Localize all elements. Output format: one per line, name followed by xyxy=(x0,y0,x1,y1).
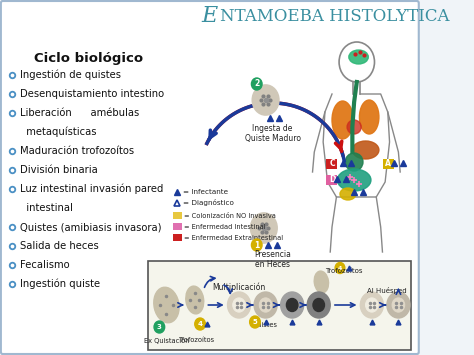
Text: Luz intestinal invasión pared: Luz intestinal invasión pared xyxy=(20,184,164,194)
Circle shape xyxy=(254,292,277,318)
Text: = Diagnóstico: = Diagnóstico xyxy=(183,200,234,207)
Text: E: E xyxy=(202,5,218,27)
Text: = Colonización NO Invasiva: = Colonización NO Invasiva xyxy=(184,213,276,219)
Text: Ingestión de quistes: Ingestión de quistes xyxy=(20,70,121,80)
FancyBboxPatch shape xyxy=(148,261,411,350)
Circle shape xyxy=(251,213,277,243)
Text: Presencia
en Heces: Presencia en Heces xyxy=(254,250,291,269)
Text: 3: 3 xyxy=(157,324,162,330)
Text: NTAMOEBA HISTOLYTICA: NTAMOEBA HISTOLYTICA xyxy=(219,8,449,25)
FancyBboxPatch shape xyxy=(173,223,182,230)
Text: intestinal: intestinal xyxy=(20,203,73,213)
Text: D: D xyxy=(329,175,335,184)
FancyBboxPatch shape xyxy=(383,158,393,169)
Text: = Enfermedad Intestinal: = Enfermedad Intestinal xyxy=(184,224,266,230)
Text: = Enfermedad Extraintestinal: = Enfermedad Extraintestinal xyxy=(184,235,283,241)
Text: metaquísticas: metaquísticas xyxy=(20,127,97,137)
Text: 5: 5 xyxy=(253,319,257,325)
Text: Al Huésped: Al Huésped xyxy=(367,287,407,294)
FancyBboxPatch shape xyxy=(173,212,182,219)
Circle shape xyxy=(335,262,345,273)
Text: Maduración trofozoítos: Maduración trofozoítos xyxy=(20,146,135,156)
Circle shape xyxy=(233,298,246,312)
Text: Ciclo biológico: Ciclo biológico xyxy=(34,52,143,65)
Ellipse shape xyxy=(154,287,179,323)
Text: Quistes (amibiasis invasora): Quistes (amibiasis invasora) xyxy=(20,222,162,232)
Circle shape xyxy=(251,78,262,90)
Text: 1: 1 xyxy=(254,240,259,250)
Ellipse shape xyxy=(332,101,353,139)
Text: Multiplicación: Multiplicación xyxy=(212,283,265,293)
Circle shape xyxy=(387,292,410,318)
Text: Quistes: Quistes xyxy=(253,322,278,328)
Ellipse shape xyxy=(337,169,371,191)
Text: 2: 2 xyxy=(254,80,259,88)
Text: 4: 4 xyxy=(338,266,342,271)
Circle shape xyxy=(313,299,325,311)
Circle shape xyxy=(195,318,205,330)
Circle shape xyxy=(307,292,330,318)
Text: Trofozoítos: Trofozoítos xyxy=(179,337,215,343)
Circle shape xyxy=(228,292,251,318)
Ellipse shape xyxy=(352,141,379,159)
FancyBboxPatch shape xyxy=(326,158,337,169)
Text: C: C xyxy=(329,158,335,168)
Circle shape xyxy=(251,239,262,251)
Text: = Infectante: = Infectante xyxy=(183,189,228,195)
Text: Fecalismo: Fecalismo xyxy=(20,260,70,270)
Ellipse shape xyxy=(349,50,368,64)
Circle shape xyxy=(250,316,260,328)
Circle shape xyxy=(259,298,272,312)
Circle shape xyxy=(365,298,378,312)
Text: Ingesta de
Quiste Maduro: Ingesta de Quiste Maduro xyxy=(245,124,301,143)
Circle shape xyxy=(360,292,383,318)
Circle shape xyxy=(252,85,279,115)
Text: Desenquistamiento intestino: Desenquistamiento intestino xyxy=(20,89,164,99)
Text: Ingestión quiste: Ingestión quiste xyxy=(20,279,100,289)
Text: Liberación      amébulas: Liberación amébulas xyxy=(20,108,140,118)
Ellipse shape xyxy=(345,153,363,171)
Ellipse shape xyxy=(359,100,379,134)
Ellipse shape xyxy=(314,271,328,293)
Ellipse shape xyxy=(340,188,356,200)
Text: Trofozoítos: Trofozoítos xyxy=(325,268,362,274)
Text: División binaria: División binaria xyxy=(20,165,98,175)
FancyBboxPatch shape xyxy=(173,234,182,241)
Ellipse shape xyxy=(186,286,204,314)
Text: Salida de heces: Salida de heces xyxy=(20,241,99,251)
Ellipse shape xyxy=(347,120,361,134)
Circle shape xyxy=(392,298,405,312)
Circle shape xyxy=(281,292,304,318)
FancyBboxPatch shape xyxy=(326,175,337,185)
Text: A: A xyxy=(385,158,391,168)
Circle shape xyxy=(154,321,164,333)
Circle shape xyxy=(286,299,298,311)
FancyBboxPatch shape xyxy=(1,1,419,354)
Text: 4: 4 xyxy=(198,321,202,327)
Text: Ex Quistación: Ex Quistación xyxy=(144,337,189,344)
